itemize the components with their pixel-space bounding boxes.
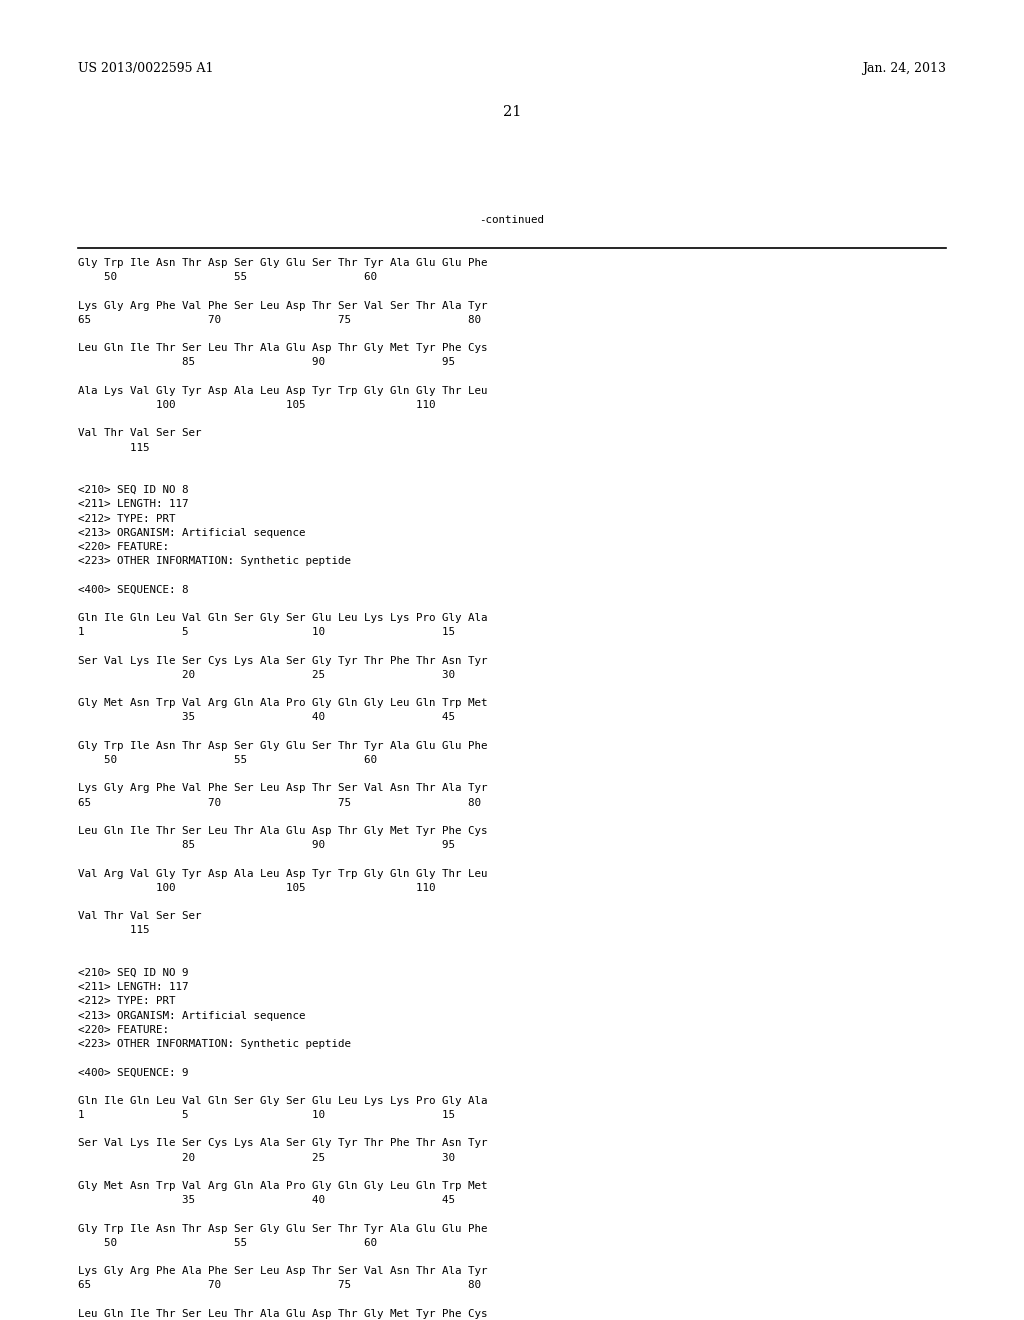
Text: <211> LENGTH: 117: <211> LENGTH: 117 (78, 982, 188, 993)
Text: <220> FEATURE:: <220> FEATURE: (78, 1024, 169, 1035)
Text: Lys Gly Arg Phe Val Phe Ser Leu Asp Thr Ser Val Ser Thr Ala Tyr: Lys Gly Arg Phe Val Phe Ser Leu Asp Thr … (78, 301, 487, 310)
Text: 65                  70                  75                  80: 65 70 75 80 (78, 1280, 481, 1291)
Text: <210> SEQ ID NO 8: <210> SEQ ID NO 8 (78, 486, 188, 495)
Text: Val Arg Val Gly Tyr Asp Ala Leu Asp Tyr Trp Gly Gln Gly Thr Leu: Val Arg Val Gly Tyr Asp Ala Leu Asp Tyr … (78, 869, 487, 879)
Text: Ser Val Lys Ile Ser Cys Lys Ala Ser Gly Tyr Thr Phe Thr Asn Tyr: Ser Val Lys Ile Ser Cys Lys Ala Ser Gly … (78, 1138, 487, 1148)
Text: 50                  55                  60: 50 55 60 (78, 1238, 377, 1247)
Text: <212> TYPE: PRT: <212> TYPE: PRT (78, 513, 175, 524)
Text: <213> ORGANISM: Artificial sequence: <213> ORGANISM: Artificial sequence (78, 528, 305, 537)
Text: <223> OTHER INFORMATION: Synthetic peptide: <223> OTHER INFORMATION: Synthetic pepti… (78, 1039, 351, 1049)
Text: 21: 21 (503, 106, 521, 119)
Text: 35                  40                  45: 35 40 45 (78, 713, 455, 722)
Text: Leu Gln Ile Thr Ser Leu Thr Ala Glu Asp Thr Gly Met Tyr Phe Cys: Leu Gln Ile Thr Ser Leu Thr Ala Glu Asp … (78, 343, 487, 354)
Text: Gly Met Asn Trp Val Arg Gln Ala Pro Gly Gln Gly Leu Gln Trp Met: Gly Met Asn Trp Val Arg Gln Ala Pro Gly … (78, 1181, 487, 1191)
Text: 50                  55                  60: 50 55 60 (78, 755, 377, 766)
Text: 100                 105                 110: 100 105 110 (78, 883, 435, 892)
Text: 1               5                   10                  15: 1 5 10 15 (78, 627, 455, 638)
Text: Leu Gln Ile Thr Ser Leu Thr Ala Glu Asp Thr Gly Met Tyr Phe Cys: Leu Gln Ile Thr Ser Leu Thr Ala Glu Asp … (78, 1309, 487, 1319)
Text: <211> LENGTH: 117: <211> LENGTH: 117 (78, 499, 188, 510)
Text: <220> FEATURE:: <220> FEATURE: (78, 543, 169, 552)
Text: 65                  70                  75                  80: 65 70 75 80 (78, 797, 481, 808)
Text: Ser Val Lys Ile Ser Cys Lys Ala Ser Gly Tyr Thr Phe Thr Asn Tyr: Ser Val Lys Ile Ser Cys Lys Ala Ser Gly … (78, 656, 487, 665)
Text: Gly Trp Ile Asn Thr Asp Ser Gly Glu Ser Thr Tyr Ala Glu Glu Phe: Gly Trp Ile Asn Thr Asp Ser Gly Glu Ser … (78, 257, 487, 268)
Text: Gly Met Asn Trp Val Arg Gln Ala Pro Gly Gln Gly Leu Gln Trp Met: Gly Met Asn Trp Val Arg Gln Ala Pro Gly … (78, 698, 487, 709)
Text: 115: 115 (78, 925, 150, 936)
Text: Gln Ile Gln Leu Val Gln Ser Gly Ser Glu Leu Lys Lys Pro Gly Ala: Gln Ile Gln Leu Val Gln Ser Gly Ser Glu … (78, 1096, 487, 1106)
Text: Gln Ile Gln Leu Val Gln Ser Gly Ser Glu Leu Lys Lys Pro Gly Ala: Gln Ile Gln Leu Val Gln Ser Gly Ser Glu … (78, 612, 487, 623)
Text: Leu Gln Ile Thr Ser Leu Thr Ala Glu Asp Thr Gly Met Tyr Phe Cys: Leu Gln Ile Thr Ser Leu Thr Ala Glu Asp … (78, 826, 487, 836)
Text: 85                  90                  95: 85 90 95 (78, 841, 455, 850)
Text: 100                 105                 110: 100 105 110 (78, 400, 435, 411)
Text: 20                  25                  30: 20 25 30 (78, 1152, 455, 1163)
Text: Gly Trp Ile Asn Thr Asp Ser Gly Glu Ser Thr Tyr Ala Glu Glu Phe: Gly Trp Ile Asn Thr Asp Ser Gly Glu Ser … (78, 1224, 487, 1234)
Text: Lys Gly Arg Phe Ala Phe Ser Leu Asp Thr Ser Val Asn Thr Ala Tyr: Lys Gly Arg Phe Ala Phe Ser Leu Asp Thr … (78, 1266, 487, 1276)
Text: 50                  55                  60: 50 55 60 (78, 272, 377, 282)
Text: <400> SEQUENCE: 8: <400> SEQUENCE: 8 (78, 585, 188, 594)
Text: 115: 115 (78, 442, 150, 453)
Text: 65                  70                  75                  80: 65 70 75 80 (78, 314, 481, 325)
Text: -continued: -continued (479, 215, 545, 224)
Text: Val Thr Val Ser Ser: Val Thr Val Ser Ser (78, 429, 202, 438)
Text: Gly Trp Ile Asn Thr Asp Ser Gly Glu Ser Thr Tyr Ala Glu Glu Phe: Gly Trp Ile Asn Thr Asp Ser Gly Glu Ser … (78, 741, 487, 751)
Text: <400> SEQUENCE: 9: <400> SEQUENCE: 9 (78, 1068, 188, 1077)
Text: 85                  90                  95: 85 90 95 (78, 358, 455, 367)
Text: <212> TYPE: PRT: <212> TYPE: PRT (78, 997, 175, 1006)
Text: <223> OTHER INFORMATION: Synthetic peptide: <223> OTHER INFORMATION: Synthetic pepti… (78, 556, 351, 566)
Text: Ala Lys Val Gly Tyr Asp Ala Leu Asp Tyr Trp Gly Gln Gly Thr Leu: Ala Lys Val Gly Tyr Asp Ala Leu Asp Tyr … (78, 385, 487, 396)
Text: 1               5                   10                  15: 1 5 10 15 (78, 1110, 455, 1119)
Text: Val Thr Val Ser Ser: Val Thr Val Ser Ser (78, 911, 202, 921)
Text: 20                  25                  30: 20 25 30 (78, 669, 455, 680)
Text: Jan. 24, 2013: Jan. 24, 2013 (862, 62, 946, 75)
Text: <210> SEQ ID NO 9: <210> SEQ ID NO 9 (78, 968, 188, 978)
Text: <213> ORGANISM: Artificial sequence: <213> ORGANISM: Artificial sequence (78, 1011, 305, 1020)
Text: US 2013/0022595 A1: US 2013/0022595 A1 (78, 62, 213, 75)
Text: 35                  40                  45: 35 40 45 (78, 1195, 455, 1205)
Text: Lys Gly Arg Phe Val Phe Ser Leu Asp Thr Ser Val Asn Thr Ala Tyr: Lys Gly Arg Phe Val Phe Ser Leu Asp Thr … (78, 783, 487, 793)
